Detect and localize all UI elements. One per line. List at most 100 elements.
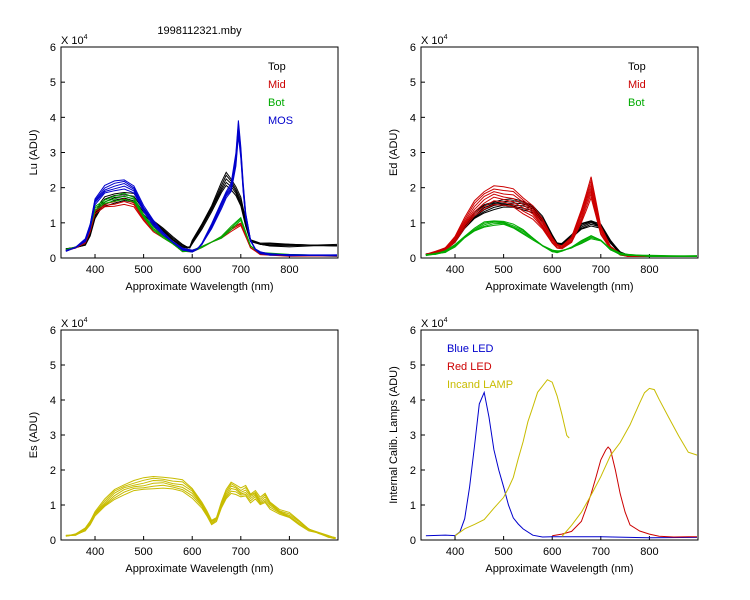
y-tick-label: 5 — [50, 360, 56, 372]
y-tick-label: 1 — [50, 500, 56, 512]
legend-entry: MOS — [268, 115, 293, 127]
legend-entry: Incand LAMP — [447, 379, 513, 391]
series-line-unnamed-0 — [65, 475, 336, 539]
y-tick-label: 0 — [50, 535, 56, 547]
legend-entry: Blue LED — [447, 343, 494, 355]
series-line-mos — [65, 127, 337, 257]
x-tick-label: 600 — [543, 264, 561, 276]
x-axis-label: Approximate Wavelength (nm) — [125, 563, 273, 575]
x-tick-label: 400 — [86, 264, 104, 276]
y-tick-label: 4 — [410, 395, 416, 407]
series-line-red-led — [552, 446, 697, 538]
y-tick-label: 6 — [50, 325, 56, 337]
legend-entry: Bot — [628, 97, 645, 109]
plot-frame — [60, 46, 339, 259]
y-exponent-label: X 104 — [421, 34, 448, 47]
x-tick-label: 500 — [494, 546, 512, 558]
legend-entry: Bot — [268, 97, 285, 109]
y-exponent-label: X 104 — [61, 317, 88, 330]
legend-entry: Mid — [268, 79, 286, 91]
y-tick-label: 6 — [410, 325, 416, 337]
y-tick-label: 2 — [410, 183, 416, 195]
series-line-unnamed-0 — [65, 487, 336, 539]
y-tick-label: 1 — [410, 218, 416, 230]
series-line-unnamed-0 — [65, 484, 336, 539]
x-tick-label: 500 — [134, 546, 152, 558]
y-tick-label: 0 — [410, 253, 416, 265]
y-tick-label: 5 — [50, 77, 56, 89]
series-line-mid — [65, 203, 337, 257]
x-axis-label: Approximate Wavelength (nm) — [485, 563, 633, 575]
y-tick-label: 2 — [410, 465, 416, 477]
y-tick-label: 3 — [410, 430, 416, 442]
series-line-bot — [425, 222, 697, 257]
series-line-top — [425, 203, 692, 257]
y-tick-label: 5 — [410, 77, 416, 89]
series-line-unnamed-3 — [561, 387, 697, 537]
y-tick-label: 3 — [50, 148, 56, 160]
x-tick-label: 700 — [592, 264, 610, 276]
series-line-mos — [65, 131, 337, 256]
series-line-unnamed-0 — [65, 482, 336, 539]
y-axis-label: Es (ADU) — [28, 412, 40, 458]
y-tick-label: 2 — [50, 183, 56, 195]
y-axis-label: Ed (ADU) — [388, 129, 400, 176]
x-tick-label: 700 — [232, 546, 250, 558]
chart-panel-2: 400 500 600 700 800 0 1 2 3 4 5 6 X 104 Approximate W… — [388, 34, 699, 293]
y-tick-label: 6 — [410, 42, 416, 54]
series-line-incand-lamp — [454, 379, 570, 537]
series-line-top — [65, 174, 337, 250]
y-axis-label: Internal Calib. Lamps (ADU) — [388, 366, 400, 504]
x-tick-label: 800 — [280, 546, 298, 558]
x-tick-label: 600 — [183, 264, 201, 276]
legend-entry: Top — [268, 61, 286, 73]
series-line-unnamed-0 — [65, 477, 336, 539]
x-tick-label: 700 — [592, 546, 610, 558]
legend-entry: Red LED — [447, 361, 492, 373]
chart-panel-1: 400 500 600 700 800 0 1 2 3 4 5 6 X 104 1998112321.mb… — [28, 25, 339, 293]
y-exponent-label: X 104 — [61, 34, 88, 47]
x-tick-label: 400 — [86, 546, 104, 558]
series-line-mos — [65, 120, 337, 257]
chart-title: 1998112321.mby — [157, 25, 242, 37]
y-tick-label: 1 — [410, 500, 416, 512]
y-tick-label: 0 — [50, 253, 56, 265]
y-tick-label: 4 — [50, 395, 56, 407]
y-exponent-label: X 104 — [421, 317, 448, 330]
series-line-mid — [425, 196, 697, 257]
chart-panel-4: 400 500 600 700 800 0 1 2 3 4 5 6 X 104 Approximate W… — [388, 317, 699, 575]
series-line-mid — [425, 176, 697, 257]
legend-entry: Top — [628, 61, 646, 73]
x-tick-label: 600 — [543, 546, 561, 558]
y-tick-label: 3 — [50, 430, 56, 442]
series-line-bot — [425, 220, 697, 257]
series-line-unnamed-0 — [65, 479, 336, 538]
x-tick-label: 400 — [446, 546, 464, 558]
y-tick-label: 0 — [410, 535, 416, 547]
y-tick-label: 1 — [50, 218, 56, 230]
y-tick-label: 6 — [50, 42, 56, 54]
legend-entry: Mid — [628, 79, 646, 91]
x-tick-label: 700 — [232, 264, 250, 276]
x-axis-label: Approximate Wavelength (nm) — [125, 281, 273, 293]
y-tick-label: 5 — [410, 360, 416, 372]
x-tick-label: 500 — [134, 264, 152, 276]
x-axis-label: Approximate Wavelength (nm) — [485, 281, 633, 293]
y-tick-label: 3 — [410, 148, 416, 160]
series-line-mos — [65, 135, 337, 256]
y-tick-label: 4 — [410, 112, 416, 124]
chart-panel-3: 400 500 600 700 800 0 1 2 3 4 5 6 X 104 Approximate W… — [28, 317, 339, 575]
x-tick-label: 800 — [280, 264, 298, 276]
series-line-top — [65, 184, 337, 251]
x-tick-label: 800 — [640, 264, 658, 276]
y-axis-label: Lu (ADU) — [28, 130, 40, 176]
x-tick-label: 400 — [446, 264, 464, 276]
series-line-top — [65, 171, 337, 250]
y-tick-label: 4 — [50, 112, 56, 124]
x-tick-label: 600 — [183, 546, 201, 558]
series-line-mid — [425, 192, 697, 257]
series-line-blue-led — [425, 390, 697, 539]
x-tick-label: 500 — [494, 264, 512, 276]
x-tick-label: 800 — [640, 546, 658, 558]
